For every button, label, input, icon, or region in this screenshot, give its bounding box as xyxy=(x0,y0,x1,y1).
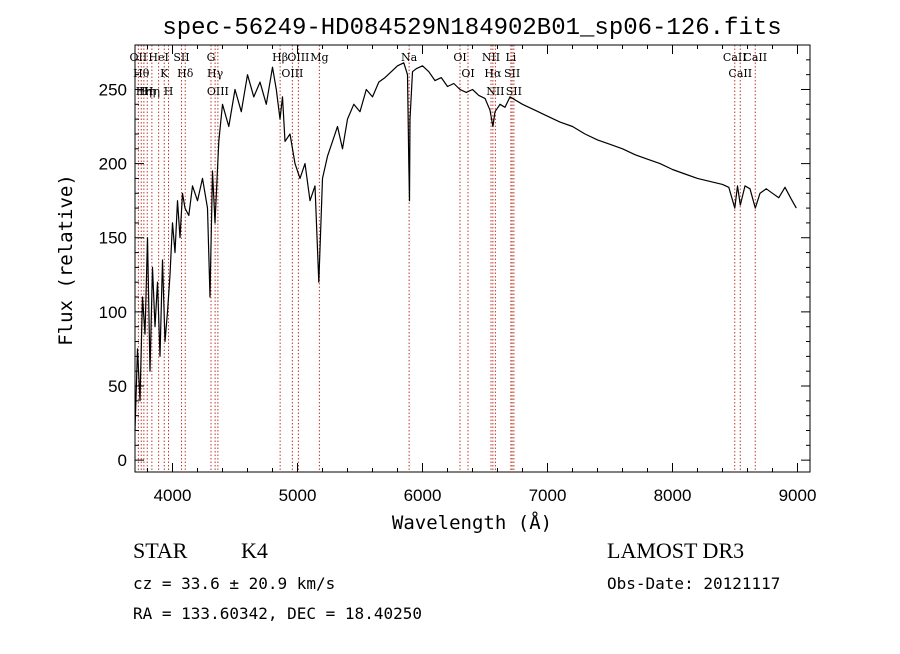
y-tick-label-250: 250 xyxy=(99,80,127,99)
x-tick-label-8000: 8000 xyxy=(654,486,692,505)
y-axis-label: Flux (relative) xyxy=(55,174,77,346)
line-marker-label-2: Hη xyxy=(136,85,152,98)
y-tick-label-200: 200 xyxy=(99,155,127,174)
x-tick-label-4000: 4000 xyxy=(154,486,192,505)
coordinates-readout: RA = 133.60342, DEC = 18.40250 xyxy=(133,604,422,623)
line-marker-label-27: CaII xyxy=(728,67,752,80)
line-marker-label-12: OIII xyxy=(207,85,229,98)
line-marker-label-5: HeI xyxy=(148,51,168,64)
x-tick-label-7000: 7000 xyxy=(529,486,567,505)
line-marker-label-22: NII xyxy=(486,85,504,98)
x-axis-label: Wavelength (Å) xyxy=(392,511,552,534)
line-marker-label-21: Hα xyxy=(484,67,502,80)
line-marker-label-11: Hγ xyxy=(207,67,224,80)
line-marker-label-9: Hδ xyxy=(177,67,194,80)
line-marker-label-16: Mg xyxy=(310,51,328,64)
series-layer xyxy=(134,62,797,431)
line-marker-label-0: OII xyxy=(130,51,148,64)
line-marker-label-14: OIII xyxy=(281,67,303,80)
line-marker-label-13: Hβ xyxy=(272,51,288,64)
line-marker-label-28: CaII xyxy=(743,51,767,64)
y-tick-label-100: 100 xyxy=(99,303,127,322)
line-marker-label-3: Hη xyxy=(139,85,155,98)
y-tick-label-0: 0 xyxy=(118,451,127,470)
line-marker-label-19: OI xyxy=(461,67,474,80)
line-marker-label-15: OIII xyxy=(287,51,309,64)
line-marker-label-20: NII xyxy=(482,51,500,64)
line-marker-label-25: SII xyxy=(506,85,522,98)
y-tick-label-150: 150 xyxy=(99,229,127,248)
series-line-flux xyxy=(134,62,797,431)
line-marker-label-26: CaII xyxy=(723,51,747,64)
line-marker-label-6: K xyxy=(160,67,169,80)
line-marker-label-10: G xyxy=(207,51,216,64)
chart-title: spec-56249-HD084529N184902B01_sp06-126.f… xyxy=(162,15,781,42)
line-marker-label-24: SII xyxy=(504,67,520,80)
line-marker-label-17: Na xyxy=(401,51,418,64)
obs-date: Obs-Date: 20121117 xyxy=(607,574,780,593)
object-class: STAR xyxy=(133,538,188,563)
line-marker-label-18: OI xyxy=(453,51,466,64)
survey-name: LAMOST DR3 xyxy=(607,538,744,563)
line-marker-label-8: SII xyxy=(173,51,189,64)
line-marker-label-1: Hθ xyxy=(133,67,150,80)
line-marker-label-7: H xyxy=(164,85,174,98)
line-marker-label-23: Li xyxy=(505,51,516,64)
x-tick-label-9000: 9000 xyxy=(779,486,817,505)
redshift-readout: cz = 33.6 ± 20.9 km/s xyxy=(133,574,335,593)
object-subclass: K4 xyxy=(241,538,268,563)
x-tick-label-5000: 5000 xyxy=(279,486,317,505)
y-tick-label-50: 50 xyxy=(108,377,127,396)
axis-ticks: 4000 5000 6000 7000 8000 9000 0 50 100 150 200 250 xyxy=(99,45,817,505)
x-tick-label-6000: 6000 xyxy=(404,486,442,505)
line-marker-label-4: Hη xyxy=(144,85,160,98)
